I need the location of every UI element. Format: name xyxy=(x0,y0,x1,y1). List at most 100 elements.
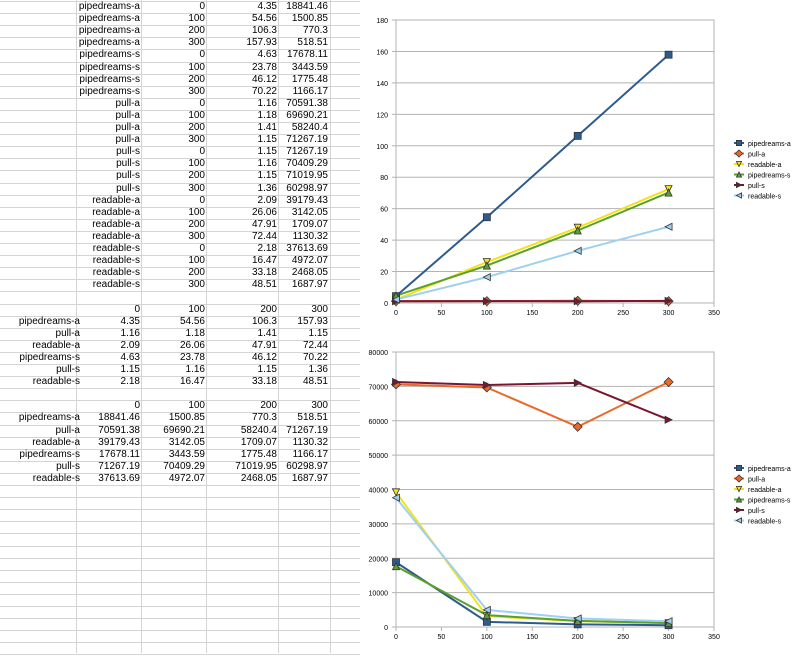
sheet-cell[interactable] xyxy=(2,304,80,316)
sheet-cell[interactable]: pull-s xyxy=(76,158,140,170)
sheet-cell[interactable]: 1775.48 xyxy=(219,449,277,461)
sheet-cell[interactable]: 71267.19 xyxy=(266,134,328,146)
sheet-cell[interactable]: readable-a xyxy=(76,195,140,207)
sheet-cell[interactable]: 37613.69 xyxy=(266,243,328,255)
sheet-cell[interactable] xyxy=(266,388,328,400)
sheet-cell[interactable]: 48.51 xyxy=(270,376,328,388)
sheet-cell[interactable]: readable-s xyxy=(76,243,140,255)
sheet-cell[interactable]: 0 xyxy=(143,195,205,207)
sheet-cell[interactable]: pipedreams-a xyxy=(76,1,140,13)
sheet-cell[interactable]: 3142.05 xyxy=(266,207,328,219)
sheet-cell[interactable]: 518.51 xyxy=(266,37,328,49)
sheet-cell[interactable]: 0 xyxy=(82,304,140,316)
sheet-cell[interactable]: 1.18 xyxy=(147,328,205,340)
sheet-cell[interactable]: 1709.07 xyxy=(219,437,277,449)
sheet-cell[interactable]: 4972.07 xyxy=(147,473,205,485)
sheet-cell[interactable]: pipedreams-a xyxy=(76,25,140,37)
sheet-cell[interactable]: 72.44 xyxy=(270,340,328,352)
sheet-cell[interactable]: 3443.59 xyxy=(266,62,328,74)
sheet-cell[interactable]: pull-a xyxy=(76,110,140,122)
sheet-cell[interactable]: 70591.38 xyxy=(266,98,328,110)
sheet-cell[interactable]: 3443.59 xyxy=(147,449,205,461)
sheet-cell[interactable]: 69690.21 xyxy=(147,425,205,437)
sheet-cell[interactable]: readable-a xyxy=(2,437,80,449)
sheet-cell[interactable]: pipedreams-s xyxy=(76,49,140,61)
sheet-cell[interactable]: 200 xyxy=(143,74,205,86)
sheet-cell[interactable]: 300 xyxy=(143,86,205,98)
sheet-cell[interactable]: 69690.21 xyxy=(266,110,328,122)
sheet-cell[interactable]: 58240.4 xyxy=(219,425,277,437)
sheet-cell[interactable]: 2468.05 xyxy=(219,473,277,485)
sheet-cell[interactable]: 0 xyxy=(143,243,205,255)
sheet-cell[interactable]: 54.56 xyxy=(147,316,205,328)
sheet-cell[interactable]: 1687.97 xyxy=(270,473,328,485)
sheet-cell[interactable]: 1130.32 xyxy=(266,231,328,243)
sheet-cell[interactable]: 46.12 xyxy=(219,352,277,364)
sheet-cell[interactable]: 1.16 xyxy=(82,328,140,340)
sheet-cell[interactable]: 300 xyxy=(270,304,328,316)
data-point[interactable] xyxy=(483,214,490,221)
sheet-cell[interactable]: 100 xyxy=(143,158,205,170)
sheet-cell[interactable]: readable-s xyxy=(2,376,80,388)
sheet-cell[interactable]: 200 xyxy=(219,304,277,316)
sheet-cell[interactable]: 23.78 xyxy=(147,352,205,364)
sheet-cell[interactable]: 1709.07 xyxy=(266,219,328,231)
sheet-cell[interactable]: 1687.97 xyxy=(266,279,328,291)
sheet-cell[interactable]: 1.15 xyxy=(270,328,328,340)
sheet-cell[interactable]: 1775.48 xyxy=(266,74,328,86)
sheet-cell[interactable]: 4.35 xyxy=(82,316,140,328)
sheet-cell[interactable]: 200 xyxy=(143,25,205,37)
data-point[interactable] xyxy=(665,51,672,58)
sheet-cell[interactable]: 1130.32 xyxy=(270,437,328,449)
sheet-cell[interactable]: 0 xyxy=(143,1,205,13)
sheet-cell[interactable]: 47.91 xyxy=(219,340,277,352)
sheet-cell[interactable]: 770.3 xyxy=(219,412,277,424)
sheet-cell[interactable]: 60298.97 xyxy=(266,183,328,195)
sheet-cell[interactable]: 39179.43 xyxy=(266,195,328,207)
sheet-cell[interactable]: 71267.19 xyxy=(82,461,140,473)
sheet-cell[interactable]: pull-a xyxy=(2,328,80,340)
sheet-cell[interactable]: pipedreams-a xyxy=(76,37,140,49)
sheet-cell[interactable] xyxy=(76,291,140,303)
sheet-cell[interactable]: 106.3 xyxy=(219,316,277,328)
sheet-cell[interactable]: 1.36 xyxy=(270,364,328,376)
sheet-cell[interactable]: 0 xyxy=(82,400,140,412)
sheet-cell[interactable]: readable-s xyxy=(76,255,140,267)
sheet-cell[interactable]: 300 xyxy=(143,183,205,195)
sheet-cell[interactable]: 18841.46 xyxy=(266,1,328,13)
sheet-cell[interactable]: pull-s xyxy=(76,170,140,182)
data-point[interactable] xyxy=(574,132,581,139)
sheet-cell[interactable]: 100 xyxy=(143,62,205,74)
sheet-cell[interactable]: pipedreams-s xyxy=(76,74,140,86)
sheet-cell[interactable]: pipedreams-s xyxy=(2,352,80,364)
sheet-cell[interactable]: 37613.69 xyxy=(82,473,140,485)
sheet-cell[interactable]: readable-s xyxy=(76,279,140,291)
sheet-cell[interactable] xyxy=(2,400,80,412)
sheet-cell[interactable]: 1166.17 xyxy=(270,449,328,461)
sheet-cell[interactable]: 100 xyxy=(147,400,205,412)
sheet-cell[interactable]: 4972.07 xyxy=(266,255,328,267)
sheet-cell[interactable]: 157.93 xyxy=(270,316,328,328)
sheet-cell[interactable]: 0 xyxy=(143,49,205,61)
sheet-cell[interactable]: pipedreams-a xyxy=(2,412,80,424)
sheet-cell[interactable]: 60298.97 xyxy=(270,461,328,473)
sheet-cell[interactable]: 200 xyxy=(219,400,277,412)
sheet-cell[interactable]: 58240.4 xyxy=(266,122,328,134)
sheet-cell[interactable] xyxy=(266,291,328,303)
sheet-cell[interactable]: pipedreams-s xyxy=(76,86,140,98)
sheet-cell[interactable]: pipedreams-a xyxy=(76,13,140,25)
sheet-cell[interactable]: 1500.85 xyxy=(147,412,205,424)
sheet-cell[interactable]: 100 xyxy=(143,255,205,267)
sheet-cell[interactable]: pull-s xyxy=(76,183,140,195)
sheet-cell[interactable]: 16.47 xyxy=(147,376,205,388)
sheet-cell[interactable]: 70.22 xyxy=(270,352,328,364)
sheet-cell[interactable]: 100 xyxy=(143,13,205,25)
sheet-cell[interactable]: 100 xyxy=(143,110,205,122)
sheet-cell[interactable] xyxy=(76,388,140,400)
sheet-cell[interactable]: readable-a xyxy=(2,340,80,352)
sheet-cell[interactable]: 0 xyxy=(143,98,205,110)
sheet-cell[interactable]: 200 xyxy=(143,122,205,134)
